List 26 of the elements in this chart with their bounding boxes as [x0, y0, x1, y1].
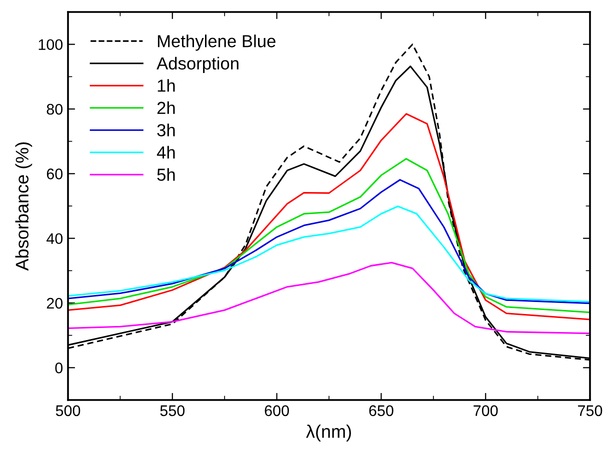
legend-label: Adsorption [156, 56, 238, 74]
line-series [68, 113, 590, 320]
x-tick-label: 650 [369, 405, 394, 416]
legend-label: 4h [156, 146, 175, 158]
x-tick-label: 700 [474, 405, 498, 416]
y-tick-label: 60 [46, 168, 63, 180]
x-tick-label: 750 [578, 405, 602, 416]
legend-label: 3h [157, 124, 175, 136]
y-tick-label: 40 [46, 233, 63, 244]
y-tick-label: 0 [55, 362, 63, 374]
line-series [68, 262, 590, 334]
x-tick-label: 550 [160, 405, 185, 416]
y-axis-title: Absorbance (%) [15, 142, 32, 271]
line-series [68, 179, 590, 304]
x-tick-label: 500 [56, 405, 80, 416]
x-axis-title: λ(nm) [306, 424, 351, 442]
legend-label: Methylene Blue [158, 34, 276, 51]
x-tick-label: 600 [264, 405, 289, 416]
legend-label: 2h [157, 101, 175, 114]
line-series [68, 158, 590, 314]
legend-label: 5h [157, 168, 175, 181]
y-tick-label: 100 [38, 39, 63, 50]
line-series [68, 206, 590, 302]
y-tick-label: 20 [46, 298, 63, 309]
legend-label: 1h [158, 79, 175, 92]
y-tick-label: 80 [46, 104, 63, 115]
